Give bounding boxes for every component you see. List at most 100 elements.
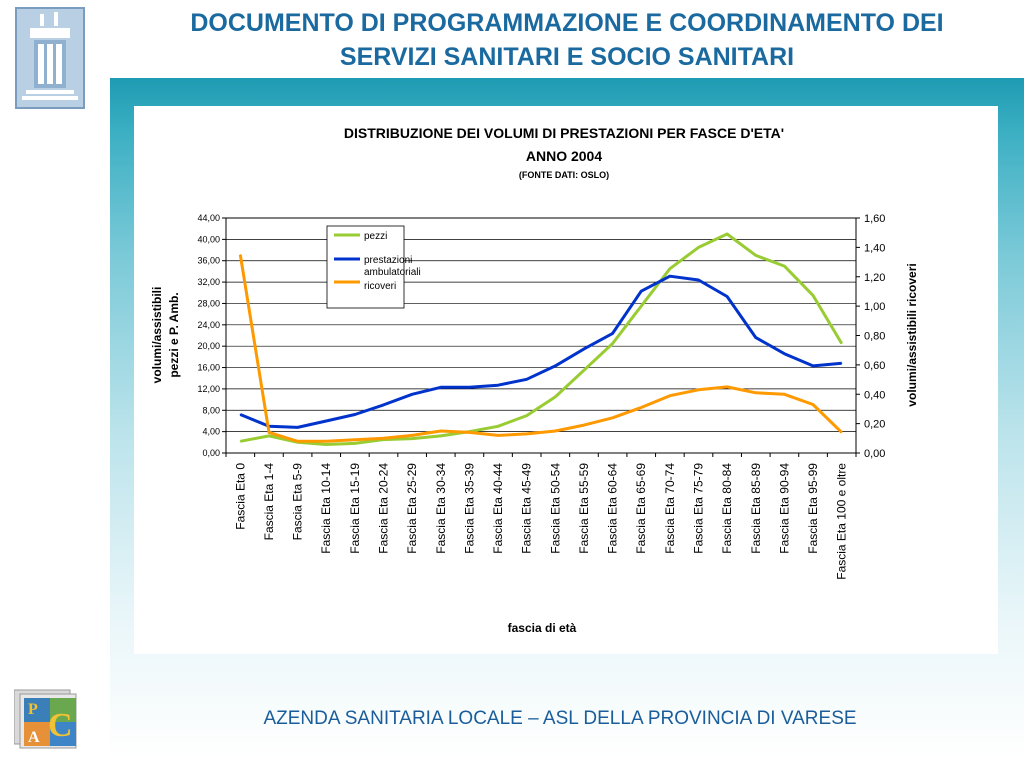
data-point bbox=[297, 440, 299, 442]
data-point bbox=[640, 406, 642, 409]
slide-title-line1: DOCUMENTO DI PROGRAMMAZIONE E COORDINAME… bbox=[190, 9, 944, 37]
data-point bbox=[755, 337, 757, 339]
x-category-label: Fascia Eta 100 e oltre bbox=[835, 463, 849, 580]
data-point bbox=[640, 290, 642, 292]
data-point bbox=[841, 431, 843, 433]
data-point bbox=[268, 431, 270, 433]
data-point bbox=[812, 365, 814, 367]
x-category-label: Fascia Eta 85-89 bbox=[749, 463, 763, 554]
data-point bbox=[526, 433, 528, 435]
data-point bbox=[239, 440, 241, 442]
x-category-label: Fascia Eta 10-14 bbox=[319, 463, 333, 554]
series-lines bbox=[238, 232, 843, 446]
series-line-pezzi bbox=[240, 232, 843, 446]
data-point bbox=[526, 378, 528, 380]
y-right-tick-label: 0,80 bbox=[864, 331, 885, 343]
data-point bbox=[440, 386, 442, 388]
data-point bbox=[841, 362, 843, 364]
slide-title-line2: SERVIZI SANITARI E SOCIO SANITARI bbox=[339, 43, 795, 71]
y-left-tick-label: 12,00 bbox=[197, 384, 220, 394]
x-category-label: Fascia Eta 55-59 bbox=[577, 463, 591, 554]
axis-ticks: 0,00 4,00 8,00 12,00 16,00 20,00 24,00 28,00 32,… bbox=[197, 213, 885, 580]
chart-source-note: (FONTE DATI: OSLO) bbox=[519, 170, 609, 180]
data-point bbox=[669, 395, 671, 397]
data-point bbox=[669, 268, 671, 270]
slide-title: DOCUMENTO DI PROGRAMMAZIONE E COORDINAME… bbox=[110, 6, 1024, 74]
y-left-tick-label: 16,00 bbox=[197, 363, 220, 373]
data-point bbox=[239, 254, 241, 256]
data-point bbox=[669, 275, 671, 277]
svg-text:C: C bbox=[48, 707, 73, 744]
data-point bbox=[612, 342, 614, 345]
y-left-tick-label: 8,00 bbox=[202, 405, 220, 415]
legend-label-pezzi: pezzi bbox=[364, 231, 387, 242]
y-left-tick-label: 32,00 bbox=[197, 277, 220, 287]
data-point bbox=[497, 425, 499, 427]
x-category-label: Fascia Eta 15-19 bbox=[348, 463, 362, 554]
data-point bbox=[612, 332, 614, 334]
data-point bbox=[239, 413, 241, 416]
data-point bbox=[755, 392, 757, 394]
y-right-tick-label: 1,00 bbox=[864, 301, 885, 313]
data-point bbox=[726, 233, 728, 235]
legend-label-ricoveri: ricoveri bbox=[364, 281, 396, 292]
x-category-label: Fascia Eta 45-49 bbox=[520, 463, 534, 554]
building-logo-icon bbox=[14, 6, 86, 110]
data-point bbox=[554, 430, 556, 432]
data-point bbox=[411, 393, 413, 395]
x-category-label: Fascia Eta 65-69 bbox=[634, 463, 648, 554]
data-point bbox=[411, 434, 413, 436]
chart-panel: DISTRIBUZIONE DEI VOLUMI DI PRESTAZIONI … bbox=[134, 106, 998, 654]
legend: pezzi prestazioni ambulatoriali ricoveri bbox=[326, 225, 421, 309]
y-left-tick-label: 28,00 bbox=[197, 298, 220, 308]
data-point bbox=[640, 305, 642, 307]
x-category-label: Fascia Eta 20-24 bbox=[377, 463, 391, 554]
data-point bbox=[755, 254, 757, 256]
svg-text:A: A bbox=[28, 729, 40, 746]
data-point bbox=[583, 369, 585, 371]
data-point bbox=[697, 246, 700, 248]
data-point bbox=[411, 438, 413, 440]
legend-box bbox=[326, 225, 405, 309]
slide-header bbox=[0, 0, 1024, 78]
y-left-tick-label: 4,00 bbox=[202, 427, 220, 437]
data-point bbox=[726, 295, 728, 298]
footer-text: AZENDA SANITARIA LOCALE – ASL DELLA PROV… bbox=[263, 708, 857, 729]
x-category-label: Fascia Eta 1-4 bbox=[262, 463, 276, 541]
data-point bbox=[783, 265, 786, 267]
x-category-label: Fascia Eta 0 bbox=[233, 463, 247, 530]
x-axis-label: fascia di età bbox=[508, 621, 577, 635]
y-axis-left-label-line1: volumi/assistibili bbox=[150, 287, 164, 384]
data-point bbox=[325, 420, 327, 422]
x-category-label: Fascia Eta 90-94 bbox=[777, 463, 791, 554]
x-category-label: Fascia Eta 75-79 bbox=[692, 463, 706, 554]
data-point bbox=[726, 386, 728, 388]
data-point bbox=[697, 389, 700, 391]
plot-frame bbox=[225, 217, 857, 454]
chart-title: DISTRIBUZIONE DEI VOLUMI DI PRESTAZIONI … bbox=[344, 125, 784, 141]
y-left-tick-label: 20,00 bbox=[197, 341, 220, 351]
x-category-label: Fascia Eta 5-9 bbox=[291, 463, 305, 541]
y-left-tick-label: 36,00 bbox=[197, 256, 220, 266]
data-point bbox=[554, 365, 556, 367]
data-point bbox=[468, 386, 470, 388]
data-point bbox=[497, 434, 499, 436]
y-right-tick-label: 0,00 bbox=[864, 448, 885, 460]
y-left-tick-label: 44,00 bbox=[197, 213, 220, 223]
chart-svg: DISTRIBUZIONE DEI VOLUMI DI PRESTAZIONI … bbox=[150, 125, 919, 635]
data-point bbox=[354, 442, 356, 444]
x-category-label: Fascia Eta 80-84 bbox=[720, 463, 734, 554]
data-point bbox=[297, 426, 299, 428]
data-point bbox=[382, 437, 385, 439]
data-point bbox=[612, 417, 614, 419]
data-point bbox=[440, 430, 442, 432]
legend-label-prestazioni: prestazioni ambulatoriali bbox=[364, 255, 421, 278]
x-category-label: Fascia Eta 95-99 bbox=[806, 463, 820, 554]
y-right-tick-label: 1,20 bbox=[864, 272, 885, 284]
y-left-tick-label: 24,00 bbox=[197, 320, 220, 330]
data-point bbox=[268, 435, 270, 437]
x-category-label: Fascia Eta 30-34 bbox=[434, 463, 448, 554]
data-point bbox=[554, 396, 556, 398]
svg-text:P: P bbox=[28, 701, 38, 718]
data-point bbox=[325, 443, 327, 446]
